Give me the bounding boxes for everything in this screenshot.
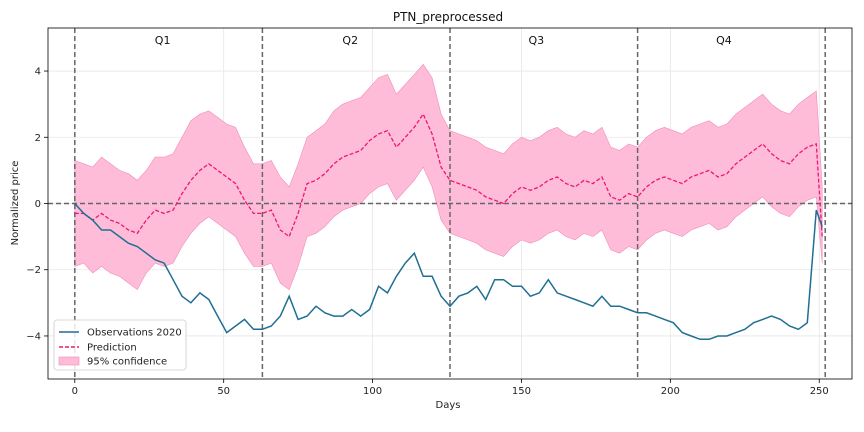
quarter-labels: Q1 Q2 Q3 Q4 [155, 34, 732, 47]
y-axis-ticks: −4 −2 0 2 4 [26, 67, 48, 342]
y-tick-label: 0 [35, 199, 41, 210]
quarter-label: Q4 [716, 34, 732, 47]
legend-label-prediction: Prediction [87, 343, 137, 354]
y-tick-label: 2 [35, 133, 41, 144]
legend: Observations 2020 Prediction 95% confide… [53, 319, 187, 371]
series-lines [74, 112, 823, 341]
y-tick-label: 4 [35, 67, 41, 78]
prediction-line [74, 112, 823, 238]
x-axis-label: Days [436, 400, 461, 411]
quarter-label: Q1 [155, 34, 171, 47]
legend-label-observations: Observations 2020 [87, 328, 182, 339]
x-axis-ticks: 0 50 100 150 200 250 [72, 379, 829, 397]
x-tick-label: 150 [512, 386, 531, 397]
quarter-label: Q3 [529, 34, 545, 47]
y-tick-label: −2 [26, 265, 41, 276]
x-tick-label: 200 [661, 386, 680, 397]
legend-label-confidence: 95% confidence [87, 357, 167, 368]
x-tick-label: 0 [72, 386, 78, 397]
y-axis-label: Normalized price [10, 161, 21, 246]
legend-box [53, 319, 187, 371]
x-tick-label: 50 [217, 386, 230, 397]
observations-line [74, 202, 823, 341]
quarter-label: Q2 [342, 34, 358, 47]
y-tick-label: −4 [26, 331, 41, 342]
legend-swatch-confidence [58, 356, 80, 366]
x-tick-label: 100 [363, 386, 382, 397]
x-tick-label: 250 [810, 386, 829, 397]
chart-title: PTN_preprocessed [393, 10, 503, 24]
